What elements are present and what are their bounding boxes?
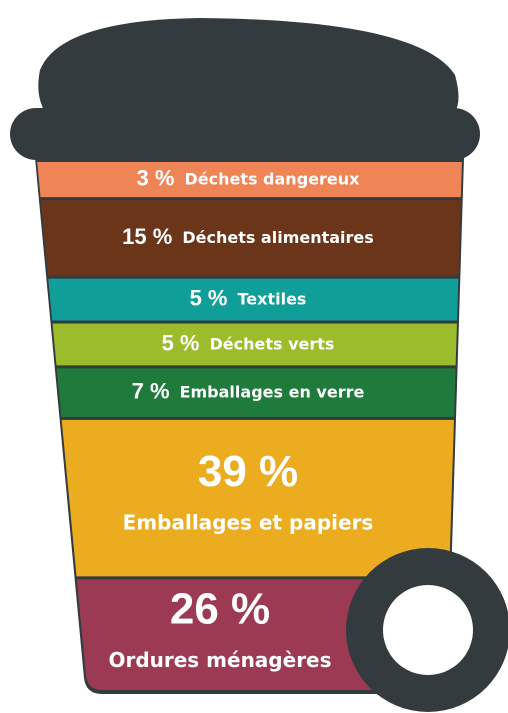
segment-label: 5 % Déchets verts xyxy=(162,330,335,355)
bin-handle xyxy=(38,18,458,112)
category-label: Déchets alimentaires xyxy=(182,227,373,246)
category-label: Déchets verts xyxy=(209,334,334,353)
segment-label: 3 % Déchets dangereux xyxy=(137,165,361,190)
wheel-hub xyxy=(383,585,473,675)
value-label: 5 % xyxy=(190,285,228,310)
bin-chart: 3 % Déchets dangereux 15 % Déchets alimenta… xyxy=(0,0,508,713)
bin-lid xyxy=(10,108,480,160)
category-label: Textiles xyxy=(237,289,306,308)
category-label: Emballages et papiers xyxy=(123,511,374,535)
segment-label: 5 % Textiles xyxy=(190,285,307,310)
segment-label: 15 % Déchets alimentaires xyxy=(122,224,374,249)
value-label: 15 % xyxy=(122,224,172,249)
value-label: 39 % xyxy=(198,447,298,496)
category-label: Ordures ménagères xyxy=(108,648,331,672)
category-label: Emballages en verre xyxy=(180,382,365,401)
category-label: Déchets dangereux xyxy=(184,169,360,188)
value-label: 26 % xyxy=(170,584,270,633)
value-label: 7 % xyxy=(132,378,170,403)
value-label: 5 % xyxy=(162,330,200,355)
value-label: 3 % xyxy=(137,165,175,190)
segment-label: 7 % Emballages en verre xyxy=(132,378,365,403)
